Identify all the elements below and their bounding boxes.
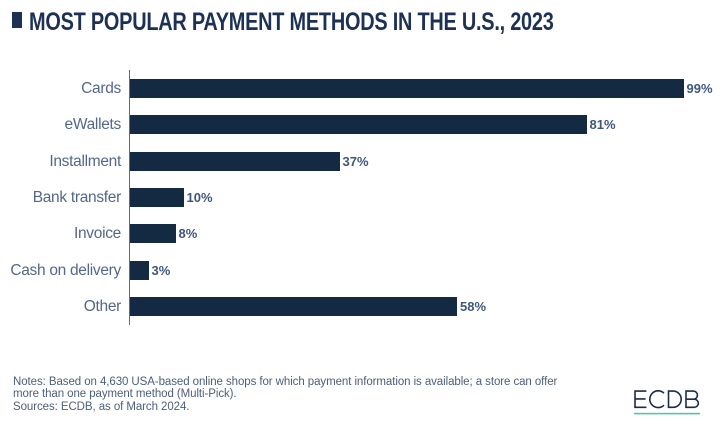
svg-text:MOST POPULAR PAYMENT METHODS I: MOST POPULAR PAYMENT METHODS IN THE U.S.…	[29, 8, 554, 36]
